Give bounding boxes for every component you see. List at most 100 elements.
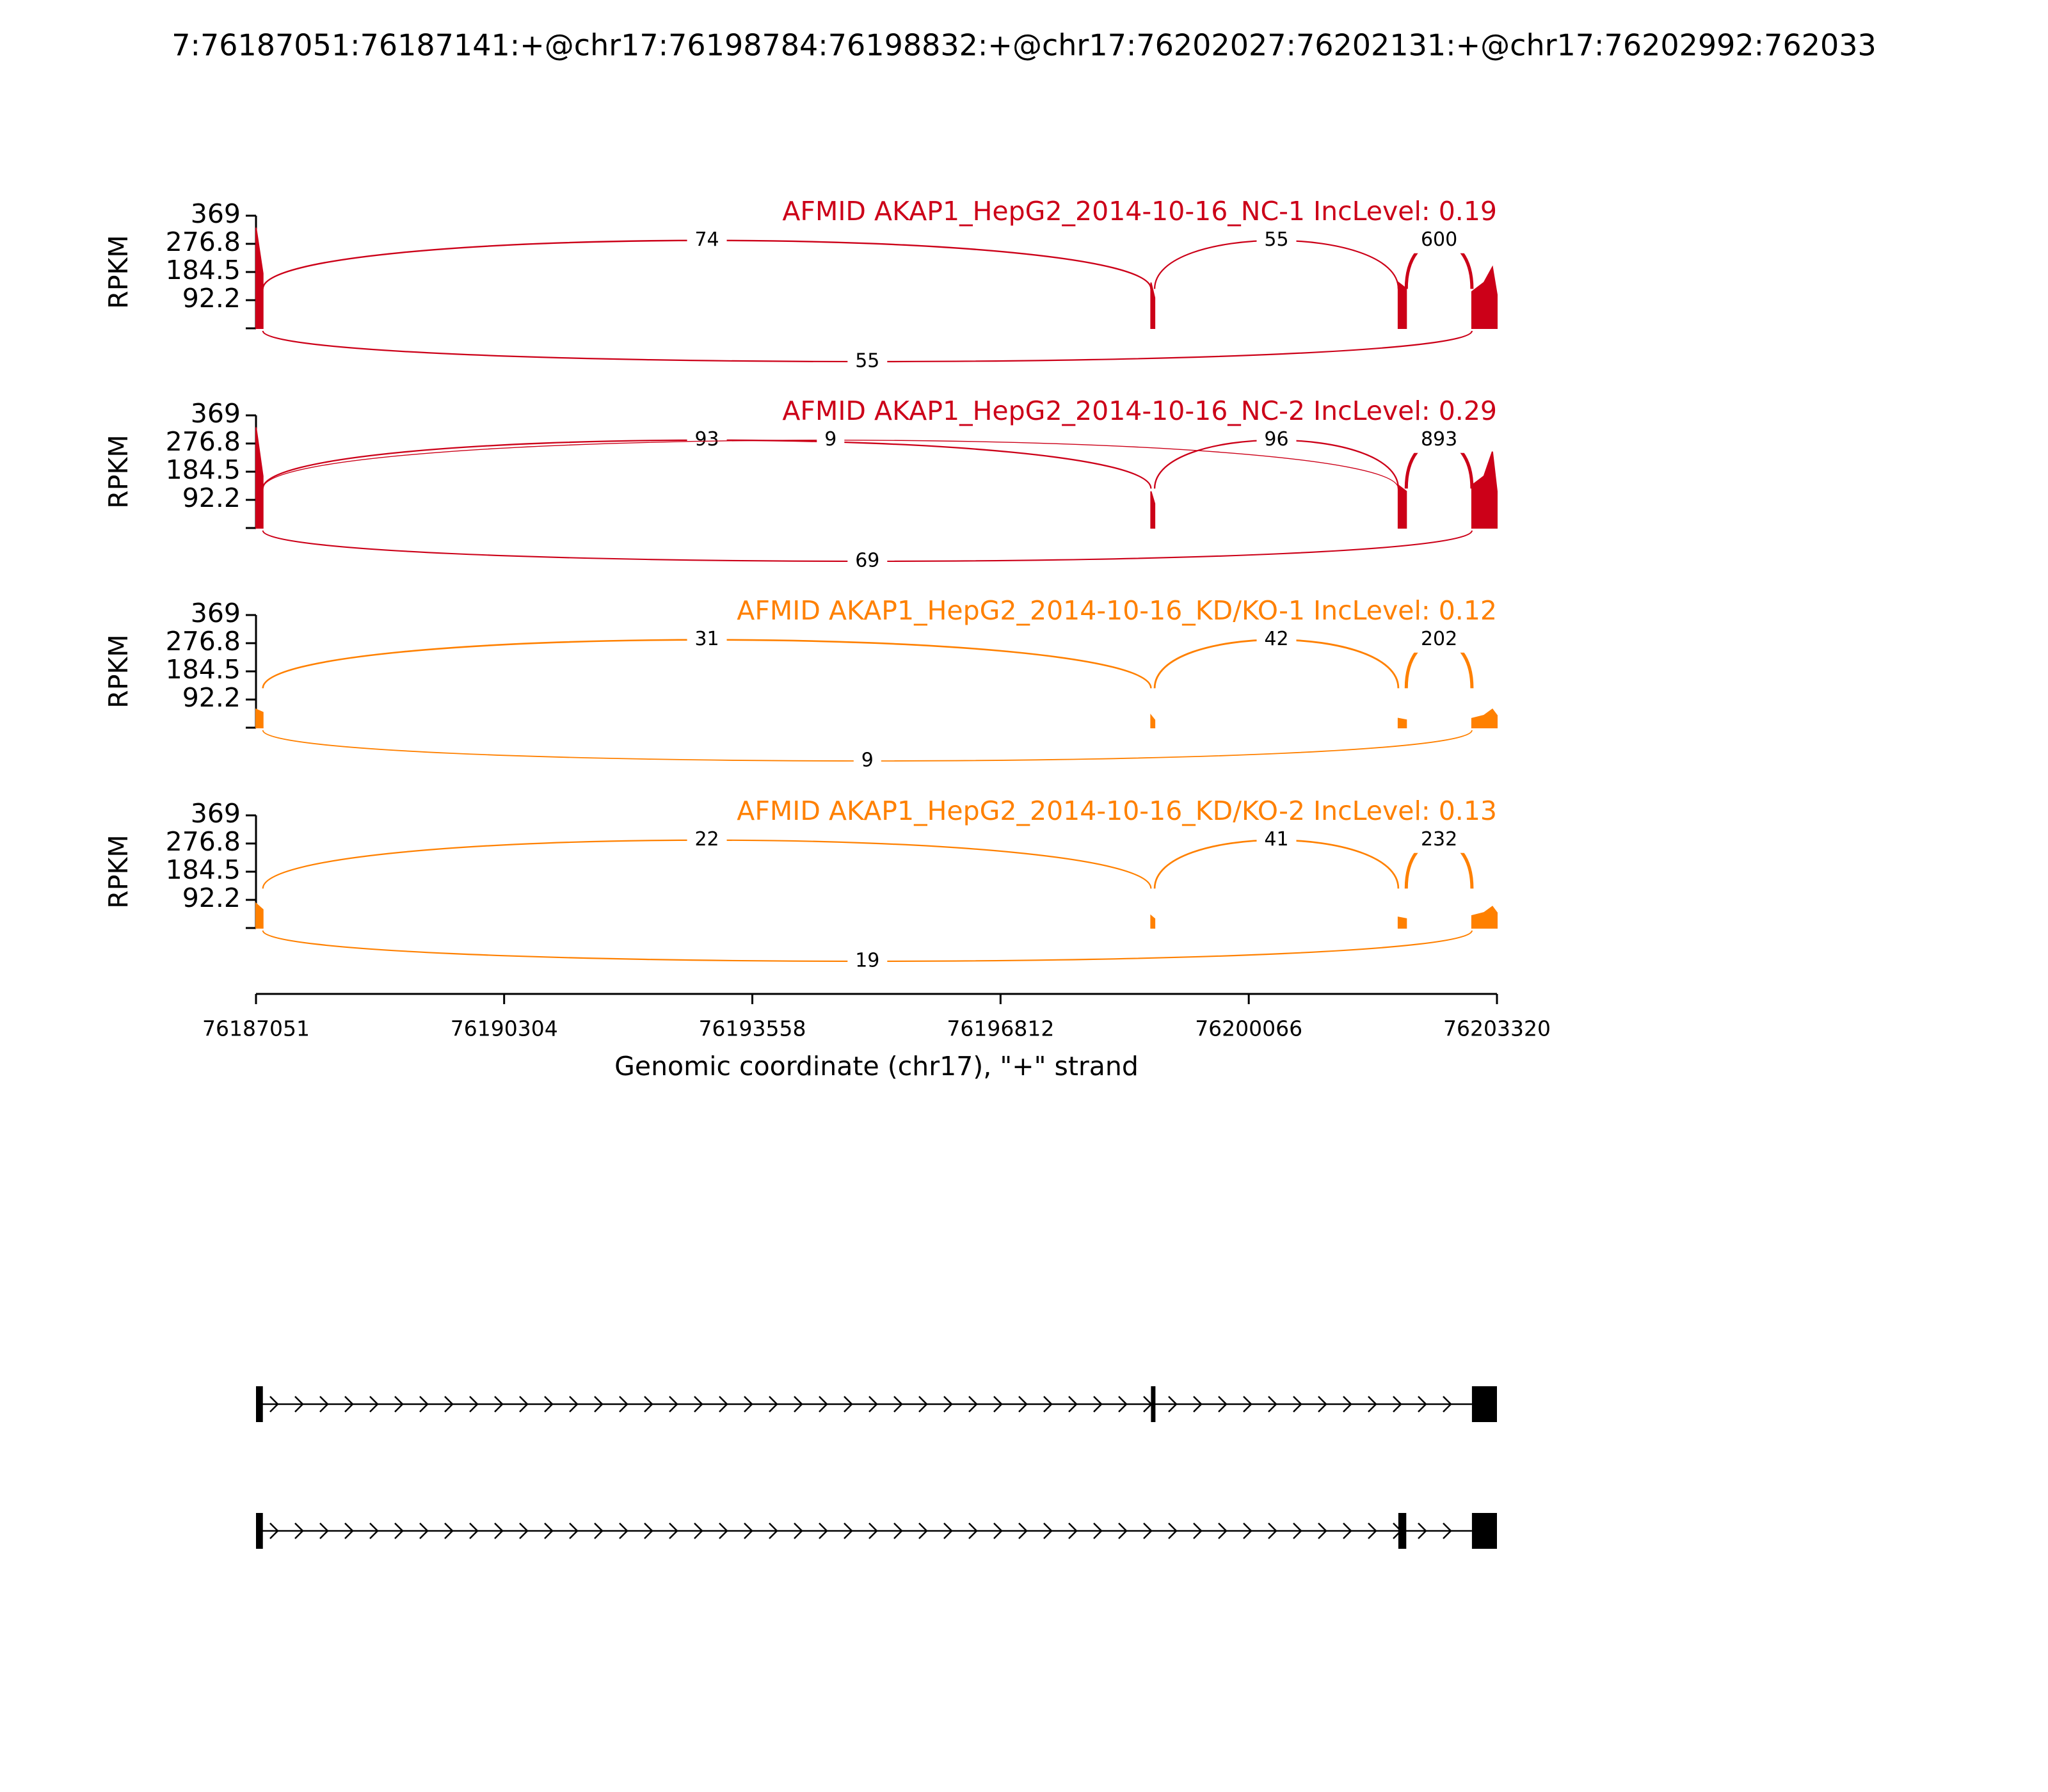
junction-label: 600 bbox=[1421, 228, 1457, 251]
strand-arrow bbox=[1018, 1523, 1028, 1539]
y-tick-label: 369 bbox=[191, 198, 241, 229]
y-tick-label: 92.2 bbox=[182, 682, 241, 713]
junction-label: 202 bbox=[1421, 628, 1457, 650]
strand-arrow bbox=[1218, 1396, 1228, 1412]
junction-label-bg bbox=[817, 427, 845, 453]
junction-label-bg bbox=[853, 748, 881, 774]
strand-arrow bbox=[419, 1523, 429, 1539]
coverage-area bbox=[1150, 714, 1156, 728]
coverage-area bbox=[1150, 282, 1156, 329]
strand-arrow bbox=[269, 1523, 279, 1539]
y-axis-label: RPKM bbox=[103, 435, 134, 508]
junction-label-bg bbox=[687, 827, 727, 853]
strand-arrow bbox=[344, 1523, 354, 1539]
strand-arrow bbox=[844, 1523, 853, 1539]
figure-title: 7:76187051:76187141:+@chr17:76198784:761… bbox=[172, 28, 1876, 63]
strand-arrow bbox=[943, 1523, 953, 1539]
strand-arrow bbox=[819, 1523, 828, 1539]
strand-arrow bbox=[619, 1523, 628, 1539]
junction-label: 19 bbox=[855, 950, 879, 972]
junction-label-bg bbox=[687, 227, 727, 253]
junction-label-bg bbox=[1256, 427, 1297, 453]
y-tick-label: 92.2 bbox=[182, 283, 241, 314]
junction-label: 42 bbox=[1264, 628, 1288, 650]
strand-arrow bbox=[694, 1523, 703, 1539]
coverage-area bbox=[255, 227, 264, 329]
strand-arrow bbox=[1368, 1396, 1377, 1412]
junction-label: 893 bbox=[1421, 428, 1457, 451]
strand-arrow bbox=[1193, 1523, 1203, 1539]
y-tick-label: 92.2 bbox=[182, 883, 241, 913]
strand-arrow bbox=[469, 1523, 479, 1539]
coverage-area bbox=[1397, 916, 1407, 929]
coverage-area bbox=[1150, 491, 1156, 529]
coverage-area bbox=[1471, 906, 1498, 929]
strand-arrow bbox=[1268, 1396, 1277, 1412]
strand-arrow bbox=[294, 1396, 304, 1412]
strand-arrow bbox=[819, 1396, 828, 1412]
junction-label-bg bbox=[1256, 227, 1297, 253]
x-tick-label: 76187051 bbox=[202, 1016, 310, 1041]
strand-arrow bbox=[968, 1396, 978, 1412]
strand-arrow bbox=[319, 1523, 329, 1539]
coverage-area bbox=[255, 708, 264, 728]
junction-label: 55 bbox=[1264, 228, 1288, 251]
strand-arrow bbox=[544, 1396, 554, 1412]
strand-arrow bbox=[868, 1523, 878, 1539]
strand-arrow bbox=[1418, 1523, 1427, 1539]
y-tick-label: 369 bbox=[191, 598, 241, 628]
strand-arrow bbox=[1093, 1396, 1103, 1412]
strand-arrow bbox=[519, 1396, 529, 1412]
strand-arrow bbox=[1068, 1396, 1078, 1412]
strand-arrow bbox=[744, 1523, 753, 1539]
y-tick-label: 92.2 bbox=[182, 483, 241, 513]
strand-arrow bbox=[943, 1396, 953, 1412]
strand-arrow bbox=[319, 1396, 329, 1412]
x-tick-label: 76190304 bbox=[451, 1016, 558, 1041]
strand-arrow bbox=[444, 1396, 454, 1412]
strand-arrow bbox=[794, 1396, 803, 1412]
strand-arrow bbox=[669, 1523, 678, 1539]
strand-arrow bbox=[1018, 1396, 1028, 1412]
strand-arrow bbox=[993, 1523, 1003, 1539]
coverage-area bbox=[1397, 484, 1407, 529]
junction-label: 96 bbox=[1264, 428, 1288, 451]
strand-arrow bbox=[1318, 1396, 1327, 1412]
y-tick-label: 276.8 bbox=[166, 626, 241, 657]
junction-label-bg bbox=[1413, 627, 1466, 653]
strand-arrow bbox=[694, 1396, 703, 1412]
strand-arrow bbox=[619, 1396, 628, 1412]
exon bbox=[1398, 1513, 1407, 1549]
coverage-area bbox=[1150, 914, 1156, 929]
junction-label-bg bbox=[847, 948, 888, 974]
x-axis-label: Genomic coordinate (chr17), "+" strand bbox=[614, 1051, 1139, 1082]
strand-arrow bbox=[644, 1523, 653, 1539]
coverage-area bbox=[1397, 281, 1407, 329]
junction-label-bg bbox=[847, 548, 888, 574]
junction-label: 69 bbox=[855, 550, 879, 572]
strand-arrow bbox=[794, 1523, 803, 1539]
strand-arrow bbox=[1443, 1523, 1452, 1539]
y-tick-label: 184.5 bbox=[166, 854, 241, 885]
panel-title: AFMID AKAP1_HepG2_2014-10-16_KD/KO-1 Inc… bbox=[737, 595, 1497, 626]
exon bbox=[1151, 1386, 1156, 1422]
strand-arrow bbox=[719, 1396, 728, 1412]
junction-label: 31 bbox=[694, 628, 719, 650]
strand-arrow bbox=[269, 1396, 279, 1412]
junction-label: 41 bbox=[1264, 828, 1288, 851]
y-axis-label: RPKM bbox=[103, 235, 134, 308]
y-tick-label: 184.5 bbox=[166, 654, 241, 685]
strand-arrow bbox=[719, 1523, 728, 1539]
strand-arrow bbox=[769, 1396, 778, 1412]
y-tick-label: 184.5 bbox=[166, 255, 241, 285]
strand-arrow bbox=[1068, 1523, 1078, 1539]
strand-arrow bbox=[744, 1396, 753, 1412]
strand-arrow bbox=[1168, 1396, 1178, 1412]
x-tick-label: 76196812 bbox=[947, 1016, 1054, 1041]
y-axis-label: RPKM bbox=[103, 634, 134, 708]
y-tick-label: 369 bbox=[191, 398, 241, 429]
y-axis-label: RPKM bbox=[103, 835, 134, 908]
strand-arrow bbox=[1218, 1523, 1228, 1539]
strand-arrow bbox=[893, 1523, 903, 1539]
strand-arrow bbox=[1168, 1523, 1178, 1539]
